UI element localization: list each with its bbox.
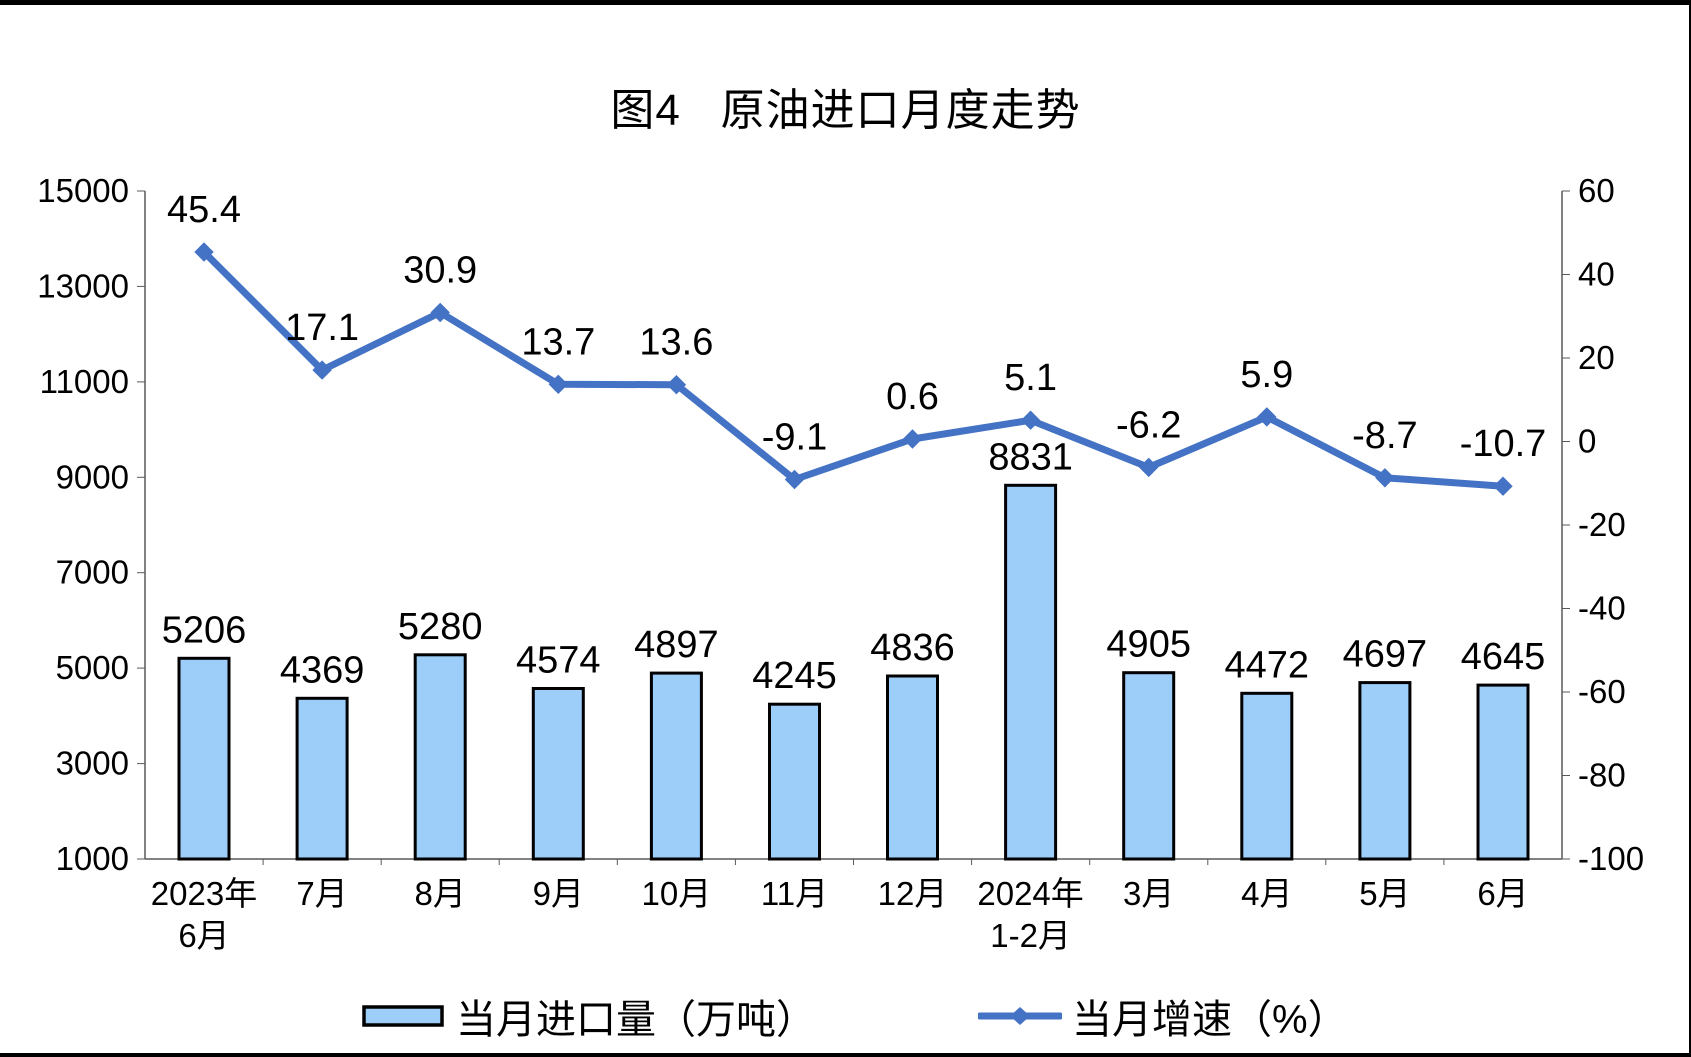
svg-text:1000: 1000 xyxy=(56,840,129,877)
svg-text:4472: 4472 xyxy=(1225,644,1310,686)
svg-text:45.4: 45.4 xyxy=(167,189,241,231)
svg-text:8831: 8831 xyxy=(988,436,1073,478)
svg-text:-40: -40 xyxy=(1578,590,1626,627)
svg-text:20: 20 xyxy=(1578,339,1615,376)
svg-text:13.7: 13.7 xyxy=(521,321,595,363)
svg-text:5.1: 5.1 xyxy=(1004,357,1057,399)
svg-text:13.6: 13.6 xyxy=(639,322,713,364)
svg-text:5.9: 5.9 xyxy=(1240,354,1293,396)
svg-text:17.1: 17.1 xyxy=(285,307,359,349)
svg-text:15000: 15000 xyxy=(37,172,129,209)
svg-text:4245: 4245 xyxy=(752,655,837,697)
svg-text:-6.2: -6.2 xyxy=(1116,404,1181,446)
svg-text:11000: 11000 xyxy=(40,363,129,400)
svg-text:9000: 9000 xyxy=(56,458,129,495)
svg-text:40: 40 xyxy=(1578,256,1615,293)
svg-text:4897: 4897 xyxy=(634,624,719,666)
svg-text:5206: 5206 xyxy=(162,609,247,651)
svg-text:4369: 4369 xyxy=(280,649,365,691)
svg-text:5000: 5000 xyxy=(56,649,129,686)
svg-text:4836: 4836 xyxy=(870,627,955,669)
svg-text:3000: 3000 xyxy=(56,745,129,782)
svg-text:30.9: 30.9 xyxy=(403,250,477,292)
svg-text:-9.1: -9.1 xyxy=(762,417,827,459)
svg-text:4697: 4697 xyxy=(1343,634,1428,676)
svg-text:-100: -100 xyxy=(1578,840,1644,877)
svg-text:4905: 4905 xyxy=(1106,624,1191,666)
svg-text:5280: 5280 xyxy=(398,606,483,648)
svg-text:7000: 7000 xyxy=(56,554,129,591)
svg-text:-20: -20 xyxy=(1578,506,1626,543)
svg-text:13000: 13000 xyxy=(37,267,129,304)
svg-text:-10.7: -10.7 xyxy=(1460,423,1547,465)
svg-text:-60: -60 xyxy=(1578,673,1626,710)
svg-text:-8.7: -8.7 xyxy=(1352,415,1417,457)
svg-text:60: 60 xyxy=(1578,172,1615,209)
svg-text:4574: 4574 xyxy=(516,640,601,682)
svg-text:-80: -80 xyxy=(1578,757,1626,794)
svg-text:0: 0 xyxy=(1578,423,1596,460)
svg-text:4645: 4645 xyxy=(1461,636,1546,678)
svg-text:0.6: 0.6 xyxy=(886,376,939,418)
